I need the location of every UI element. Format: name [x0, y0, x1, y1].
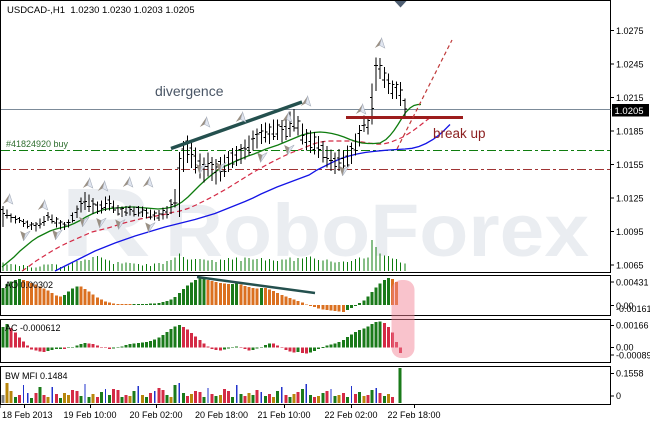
- svg-text:18 Feb 2013: 18 Feb 2013: [2, 410, 53, 420]
- svg-text:-0.00089: -0.00089: [616, 350, 650, 360]
- svg-text:0.00431: 0.00431: [616, 277, 649, 287]
- svg-text:#41824920 buy: #41824920 buy: [6, 139, 69, 149]
- svg-text:22 Feb 02:00: 22 Feb 02:00: [324, 410, 377, 420]
- svg-text:0.1558: 0.1558: [616, 369, 644, 379]
- svg-text:1.0245: 1.0245: [616, 59, 644, 69]
- svg-text:1.0155: 1.0155: [616, 160, 644, 170]
- svg-text:-0.00161: -0.00161: [616, 304, 650, 314]
- svg-text:1.0215: 1.0215: [616, 93, 644, 103]
- svg-text:1.0095: 1.0095: [616, 227, 644, 237]
- svg-text:1.0275: 1.0275: [616, 26, 644, 36]
- svg-text:22 Feb 18:00: 22 Feb 18:00: [387, 410, 440, 420]
- svg-text:20 Feb 02:00: 20 Feb 02:00: [129, 410, 182, 420]
- svg-text:USDCAD-,H1 1.0230 1.0230 1.02: USDCAD-,H1 1.0230 1.0230 1.0203 1.0205: [7, 5, 195, 16]
- svg-text:1.0065: 1.0065: [616, 260, 644, 270]
- svg-text:1.0125: 1.0125: [616, 193, 644, 203]
- svg-text:break up: break up: [433, 126, 486, 141]
- svg-text:AC -0.000612: AC -0.000612: [5, 323, 61, 333]
- svg-text:BW MFI 0.1484: BW MFI 0.1484: [5, 371, 68, 381]
- svg-text:1.0185: 1.0185: [616, 126, 644, 136]
- svg-text:divergence: divergence: [155, 83, 224, 99]
- svg-text:0.00166: 0.00166: [616, 321, 649, 331]
- svg-text:21 Feb 10:00: 21 Feb 10:00: [257, 410, 310, 420]
- svg-text:1.0205: 1.0205: [615, 106, 644, 117]
- svg-text:0: 0: [616, 391, 621, 401]
- svg-text:20 Feb 18:00: 20 Feb 18:00: [195, 410, 248, 420]
- svg-text:AO 0.00302: AO 0.00302: [5, 280, 53, 290]
- svg-text:RoboForex: RoboForex: [165, 189, 589, 272]
- svg-text:0.00: 0.00: [616, 301, 634, 311]
- svg-text:19 Feb 10:00: 19 Feb 10:00: [63, 410, 116, 420]
- svg-text:0.00: 0.00: [616, 343, 634, 353]
